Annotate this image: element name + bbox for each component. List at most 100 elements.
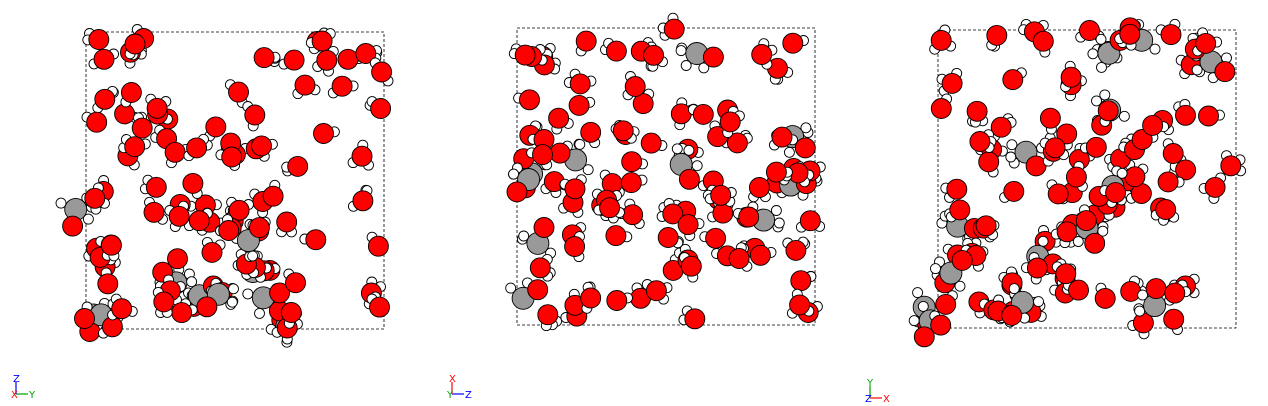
oxygen-atom [941,72,963,94]
oxygen-atom [606,290,628,311]
oxygen-atom [913,326,935,348]
oxygen-atom [605,225,627,247]
oxygen-atom [1001,304,1023,326]
oxygen-atom [782,32,804,54]
oxygen-atom [244,104,266,126]
oxygen-atom [1056,123,1078,145]
oxygen-atom [684,308,706,330]
oxygen-atom [986,24,1008,46]
hydrogen-atom [254,307,265,319]
oxygen-atom [705,227,727,249]
axis-triad: Y Z X [11,374,36,401]
oxygen-atom [1060,66,1082,88]
axis-triad: Z X Y [446,374,472,401]
axis-label-corner: X [11,390,18,401]
oxygen-atom [748,177,770,198]
oxygen-atom [146,97,168,119]
oxygen-atom [799,210,821,232]
oxygen-atom [1079,20,1100,41]
oxygen-atom [692,103,714,125]
oxygen-atom [1068,279,1089,301]
oxygen-atom [221,146,243,168]
oxygen-atom [719,111,741,133]
oxygen-atom [1097,100,1119,122]
oxygen-atom [111,298,133,320]
hydrogen-atom [1137,289,1149,301]
hydrogen-atom [912,287,924,299]
oxygen-atom [285,272,306,294]
hydrogen-atom [930,263,941,275]
oxygen-atom [93,48,115,70]
oxygen-atom [167,248,188,270]
oxygen-atom [751,44,773,65]
oxygen-atom [930,98,952,119]
oxygen-atom [88,29,110,50]
oxygen-atom [1003,180,1025,202]
axis-label-right: Y [28,390,36,401]
oxygen-atom [640,132,662,154]
oxygen-atom [313,123,334,144]
oxygen-atom [564,236,586,257]
unit-cell-boundary [937,29,1237,329]
oxygen-atom [569,73,591,95]
oxygen-atom [153,291,175,313]
oxygen-atom [1124,166,1146,188]
oxygen-atom [171,302,193,324]
oxygen-atom [514,44,536,66]
oxygen-atom [86,111,108,133]
oxygen-atom [1162,143,1184,164]
oxygen-atom [1157,171,1179,193]
oxygen-atom [1160,24,1182,46]
oxygen-atom [605,40,627,62]
oxygen-atom [1120,280,1142,302]
hydrogen-atom [505,282,517,294]
oxygen-atom [549,142,571,164]
hydrogen-atom [247,250,259,262]
oxygen-atom [84,187,106,209]
hydrogen-atom [82,213,94,225]
oxygen-atom [1214,61,1236,83]
oxygen-atom [124,33,146,55]
oxygen-atom [283,49,305,71]
oxygen-atom [352,190,374,212]
hydrogen-atom [683,144,695,156]
hydrogen-atom [675,45,687,57]
oxygen-atom [930,314,952,336]
oxygen-atom [371,61,393,83]
oxygen-atom [1002,69,1024,91]
oxygen-atom [131,117,153,139]
oxygen-atom [355,43,377,64]
oxygen-atom [568,94,590,116]
oxygen-atom [1055,263,1077,285]
oxygen-atom [1164,282,1186,304]
hydrogen-atom [55,197,67,209]
oxygen-atom [287,155,309,177]
oxygen-atom [280,302,302,323]
oxygen-atom [657,227,679,248]
oxygen-atom [789,294,811,316]
oxygen-atom [930,29,952,51]
oxygen-atom [1145,278,1167,300]
oxygen-atom [533,217,555,238]
oxygen-atom [248,217,270,239]
simulation-panel-2: Z X Y [446,12,826,401]
oxygen-atom [1065,166,1087,188]
oxygen-atom [710,184,732,206]
hydrogen-atom [226,296,238,308]
oxygen-atom [575,30,597,52]
hydrogen-atom [508,168,520,180]
oxygen-atom [251,135,272,157]
oxygen-atom [506,181,528,203]
hydrogen-atom [1191,64,1203,76]
oxygen-atom [580,121,602,143]
hydrogen-atom [691,160,703,172]
hydrogen-atom [574,138,586,150]
oxygen-atom [975,215,997,237]
oxygen-atom [1084,232,1106,254]
oxygen-atom [645,280,667,302]
oxygen-atom [1155,199,1177,220]
axis-label-corner: Y [446,390,454,401]
oxygen-atom [966,100,988,122]
oxygen-atom [370,98,392,119]
hydrogen-atom [770,205,782,216]
